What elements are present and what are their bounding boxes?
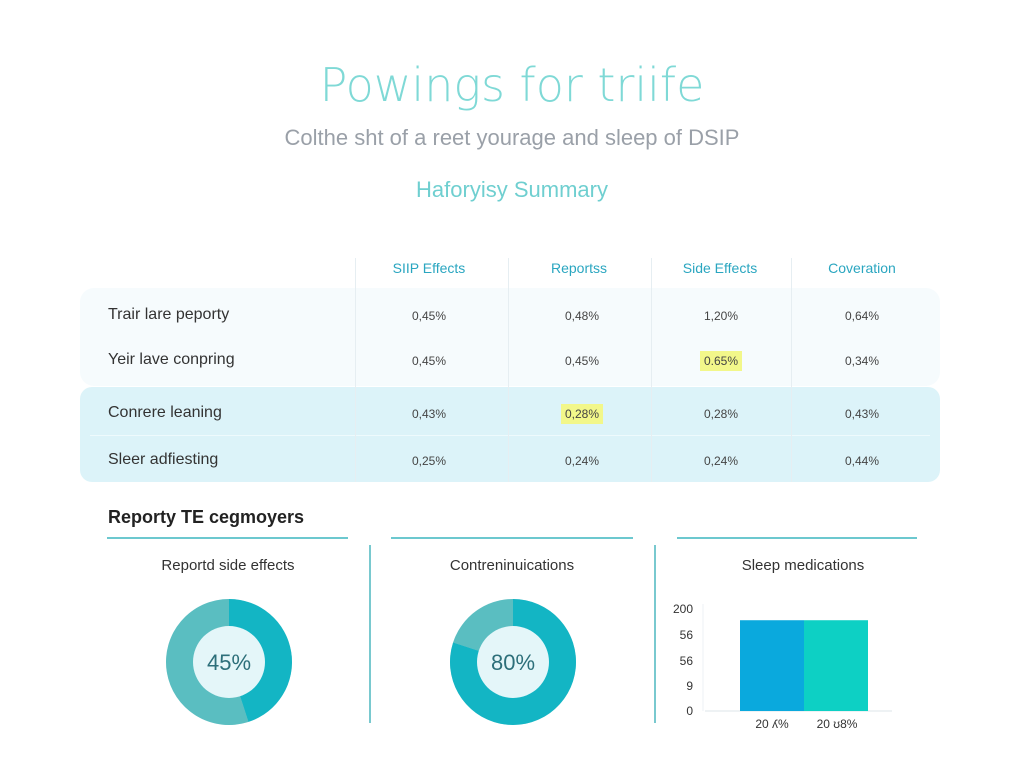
column-divider [791,258,792,482]
table-cell: 0.65% [681,351,761,371]
row-label: Trair lare peporty [108,306,230,323]
table-cell: 0,64% [822,309,902,323]
column-header[interactable]: Reportss [550,260,608,276]
cell-value: 0,45% [564,354,600,368]
table-cell: 0,43% [389,407,469,421]
table-cell: 0,25% [389,454,469,468]
column-divider [651,258,652,482]
x-tick-label: 20 ʎ% [755,717,789,731]
row-label: Yeir lave conpring [108,351,235,368]
donut-value: 80% [490,650,536,675]
table-cell: 0,24% [681,454,761,468]
table-cell: 0,28% [681,407,761,421]
highlighted-value: 0.65% [699,351,743,371]
cell-value: 0,64% [844,309,880,323]
x-tick-label: 20 ʊ8% [816,717,858,731]
cell-value: 0,45% [411,354,447,368]
table-cell: 0,45% [542,354,622,368]
panel-title: Reportd side effects [161,557,295,574]
page-subtitle: Colthe sht of a reet yourage and sleep o… [284,125,740,150]
table-cell: 0,45% [389,309,469,323]
table-cell: 0,48% [542,309,622,323]
table-cell: 0,24% [542,454,622,468]
panel-title: Contreninuications [449,557,575,574]
column-divider [355,258,356,482]
table-group-2 [80,387,940,482]
cell-value: 0,48% [564,309,600,323]
panel-title: Sleep medications [741,557,865,574]
column-header[interactable]: Coveration [828,260,896,276]
cell-value: 0,28% [703,407,739,421]
bar [804,620,868,711]
cell-value: 0,43% [411,407,447,421]
table-group-1 [80,288,940,386]
cell-value: 1,20% [703,309,739,323]
table-cell: 0,34% [822,354,902,368]
cell-value: 0,43% [844,407,880,421]
column-divider [508,258,509,482]
y-tick-label: 9 [686,679,693,693]
column-header[interactable]: SIIP Effects [392,260,466,276]
section-title: Reporty TE cegmoyers [108,507,305,527]
y-tick-label: 56 [679,654,693,668]
summary-title: Haforyisy Summary [416,177,608,202]
panel-rule [677,537,917,539]
y-tick-label: 56 [679,628,693,642]
page-title: Powings for triife [319,58,705,112]
row-divider [90,435,930,436]
cell-value: 0,45% [411,309,447,323]
panel-divider [654,545,656,723]
y-tick-label: 0 [686,704,693,718]
table-cell: 0,45% [389,354,469,368]
panel-rule [391,537,633,539]
cell-value: 0,25% [411,454,447,468]
row-label: Conrere leaning [108,404,222,421]
cell-value: 0,24% [703,454,739,468]
highlighted-value: 0,28% [560,404,604,424]
table-cell: 0,43% [822,407,902,421]
column-header[interactable]: Side Effects [682,260,758,276]
cell-value: 0,24% [564,454,600,468]
bar [740,620,804,711]
panel-divider [369,545,371,723]
table-cell: 1,20% [681,309,761,323]
cell-value: 0,34% [844,354,880,368]
table-cell: 0,44% [822,454,902,468]
table-cell: 0,28% [542,404,622,424]
y-tick-label: 200 [672,602,693,616]
cell-value: 0,44% [844,454,880,468]
panel-rule [107,537,348,539]
row-label: Sleer adfiesting [108,451,219,468]
donut-value: 45% [206,650,252,675]
